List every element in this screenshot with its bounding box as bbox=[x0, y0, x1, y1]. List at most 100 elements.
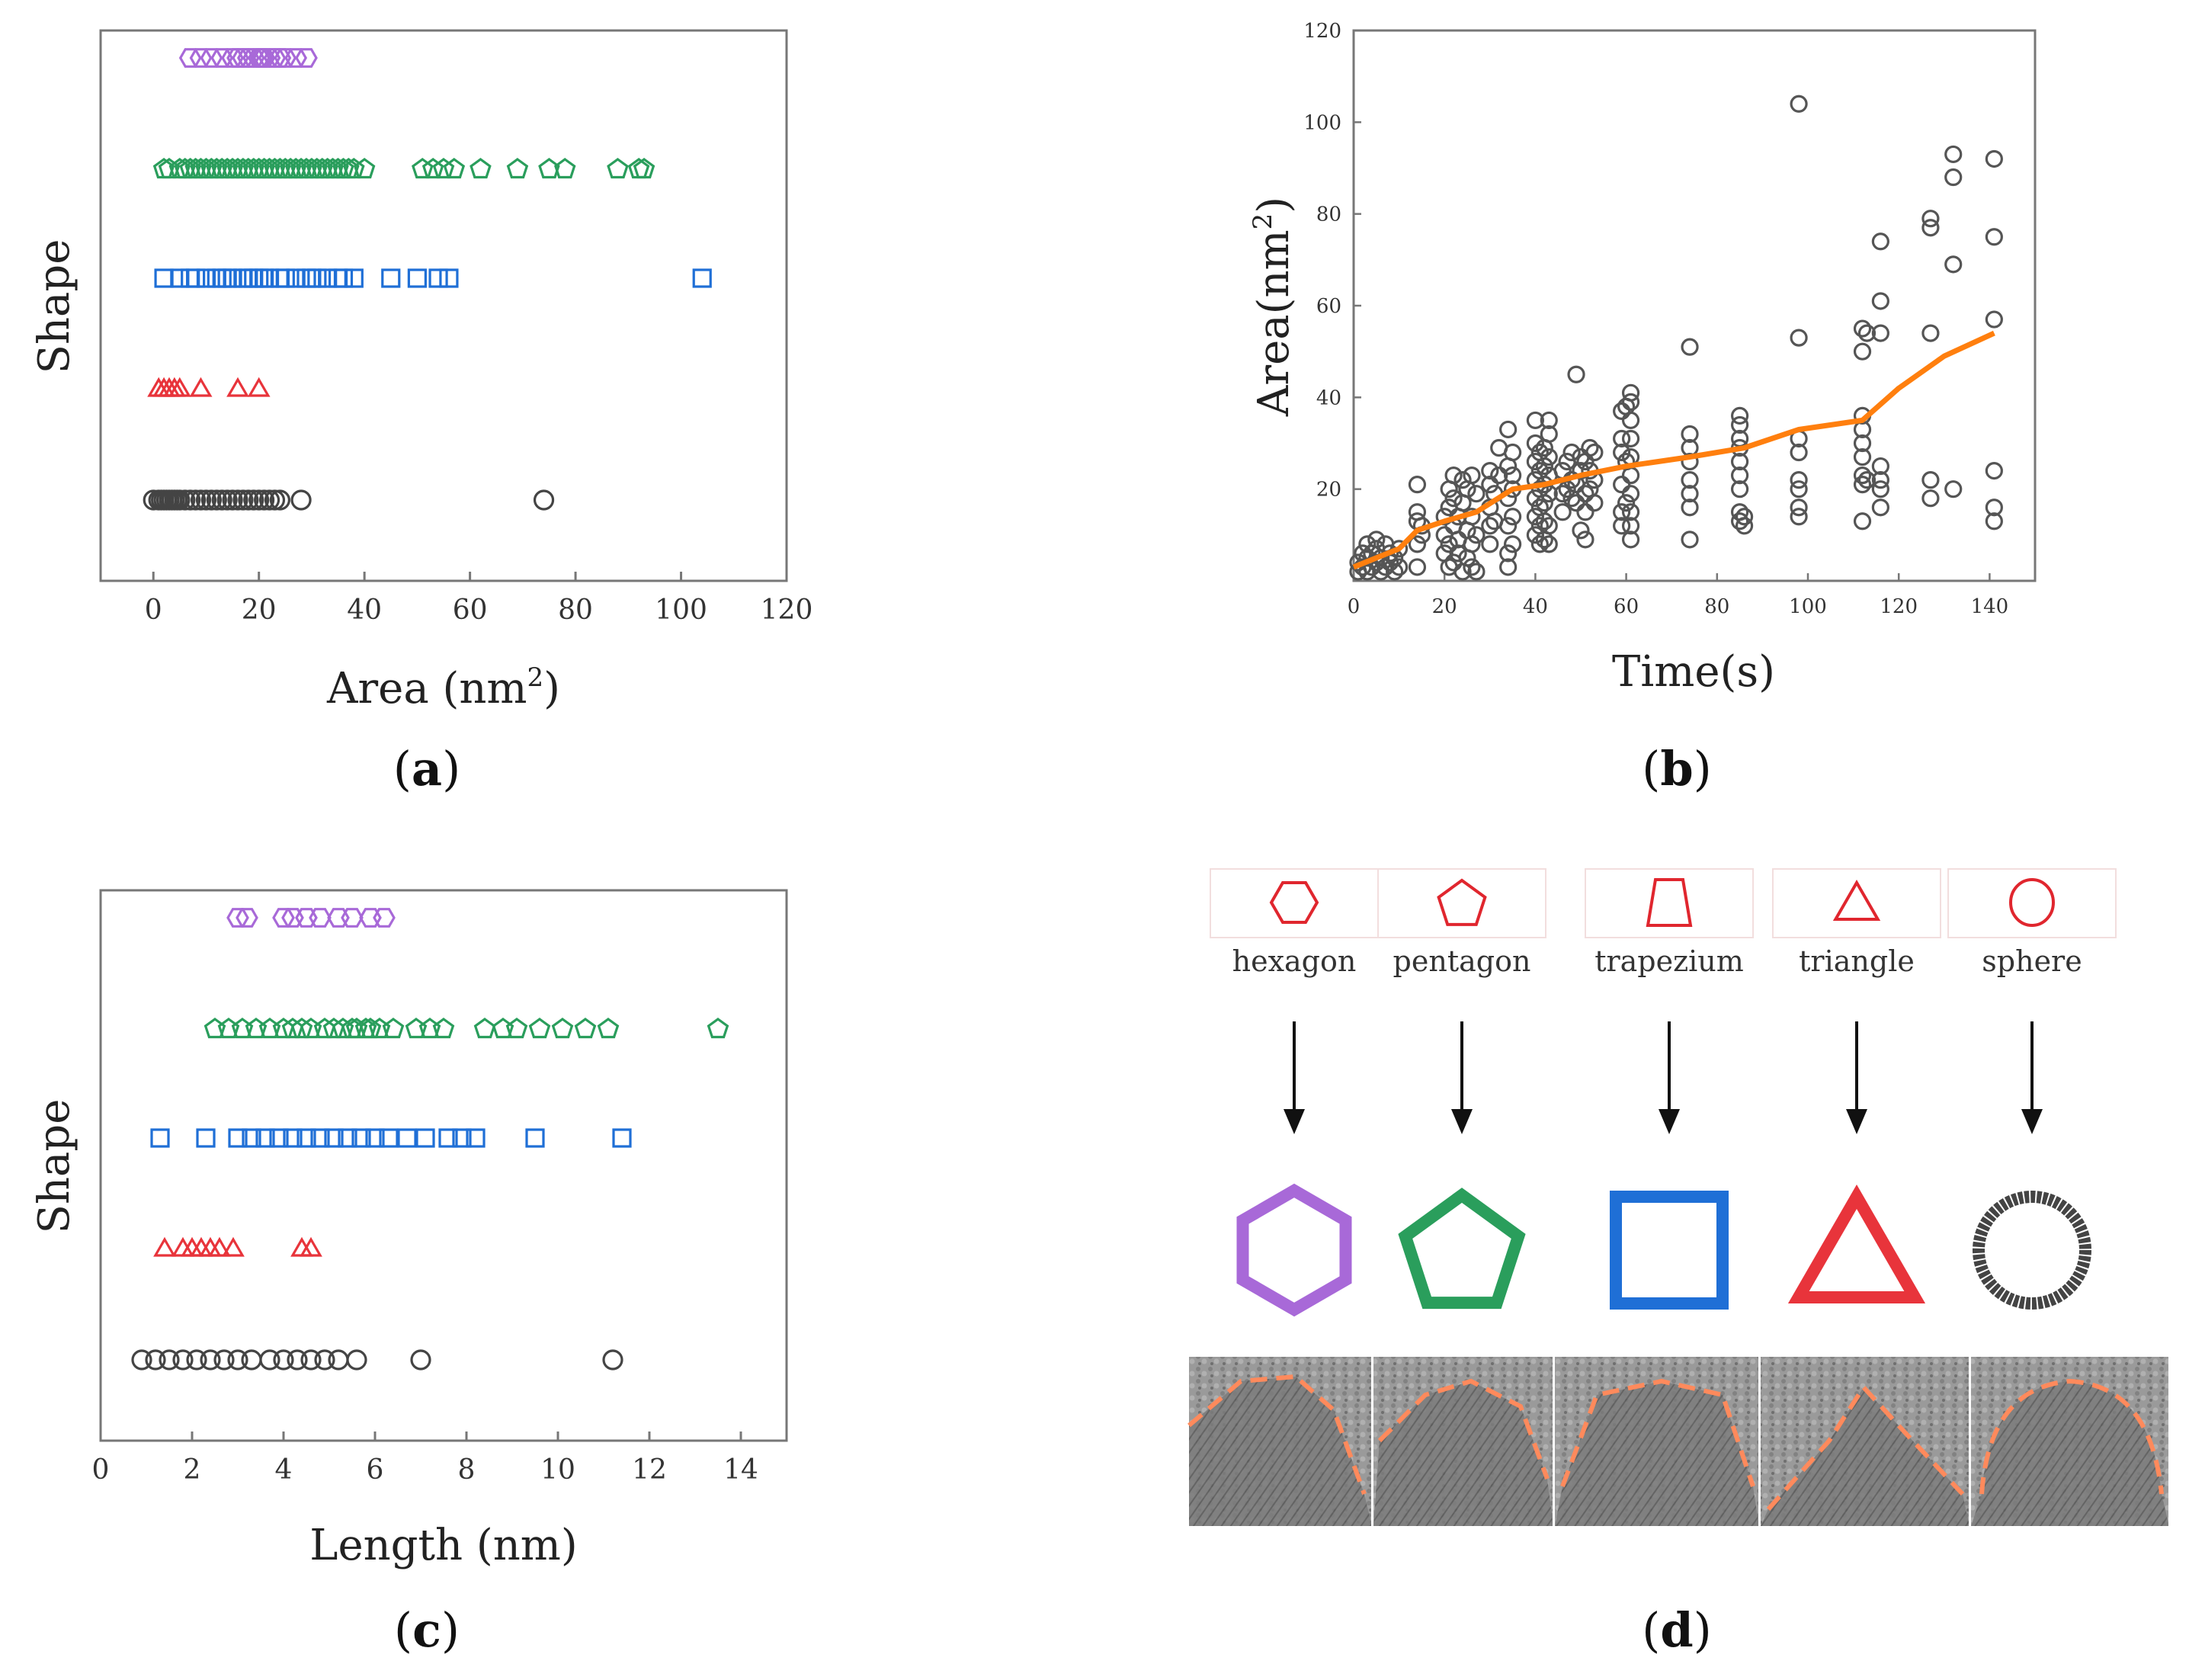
panel-b-data-point bbox=[1540, 447, 1558, 466]
panel-c-triangle-point bbox=[222, 1236, 245, 1257]
panel-b-data-point bbox=[1613, 503, 1631, 521]
panel-b-data-point bbox=[1921, 471, 1940, 489]
panel-c-sphere-point bbox=[273, 1349, 294, 1371]
panel-b-data-point bbox=[1731, 466, 1749, 485]
panel-c-square-point bbox=[150, 1128, 170, 1148]
panel-c-chart: 0 2 4 6 8 10 12 14 Shape Length (nm) (c) bbox=[30, 889, 788, 1658]
panel-c-series-triangle bbox=[153, 1236, 322, 1257]
panel-b-data-point bbox=[1540, 517, 1558, 535]
panel-b-y-axis-title: Area(nm2) bbox=[1248, 197, 1299, 417]
panel-b-data-point bbox=[1576, 485, 1594, 503]
panel-c-pentagon-point bbox=[528, 1018, 551, 1039]
panel-b-data-point bbox=[1389, 540, 1409, 558]
panel-c-hexagon-point bbox=[373, 908, 396, 928]
panel-b-data-point bbox=[1481, 517, 1499, 535]
panel-a-hexagon-point bbox=[295, 48, 318, 68]
panel-a-pentagon-point bbox=[421, 158, 444, 179]
panel-b-data-point bbox=[1985, 512, 2003, 531]
panel-b-data-point bbox=[1857, 324, 1877, 342]
panel-b-data-point bbox=[1567, 365, 1585, 383]
tem-crystal-region bbox=[1761, 1387, 1969, 1526]
diagram-sphere-label: sphere bbox=[1982, 944, 2082, 978]
panel-b-data-point bbox=[1790, 471, 1808, 489]
panel-c-pentagon-point bbox=[432, 1018, 455, 1039]
panel-c-square-point bbox=[324, 1128, 344, 1148]
panel-b-data-point bbox=[1790, 443, 1808, 462]
panel-b-data-point bbox=[1985, 461, 2003, 480]
panel-d-caption-letter: d bbox=[1660, 1602, 1693, 1658]
panel-a-square-point bbox=[439, 268, 459, 288]
panel-b-data-point bbox=[1621, 466, 1640, 485]
panel-b-data-point bbox=[1481, 461, 1499, 480]
panel-b-data-point bbox=[1871, 324, 1889, 342]
panel-b-data-point bbox=[1585, 494, 1604, 512]
panel-b-data-point bbox=[1944, 145, 1963, 164]
tem-crystal-region bbox=[1373, 1381, 1553, 1526]
panel-b-y-label-sup: 2 bbox=[1248, 213, 1278, 230]
panel-c-pentagon-point bbox=[281, 1018, 304, 1039]
panel-a-x-label-end: ) bbox=[543, 664, 560, 713]
panel-a-series-triangle bbox=[147, 377, 271, 397]
panel-c-square-point bbox=[338, 1128, 357, 1148]
panel-a-square-point bbox=[207, 268, 226, 288]
panel-c-x-tick-label: 0 bbox=[92, 1454, 110, 1486]
panel-a-square-point bbox=[307, 268, 327, 288]
panel-a-square-point bbox=[328, 268, 348, 288]
panel-c-x-tick-label: 8 bbox=[458, 1454, 476, 1486]
diagram-icon-frame bbox=[1772, 868, 1941, 938]
panel-a-sphere-point bbox=[248, 489, 270, 511]
diagram-hexagon-fitted-shape bbox=[1236, 1183, 1352, 1317]
diagram-down-arrow-icon bbox=[1451, 1109, 1473, 1134]
diagram-triangle-outline-icon bbox=[1832, 879, 1881, 921]
panel-b-data-point bbox=[1857, 471, 1877, 489]
panel-a-series-pentagon bbox=[152, 158, 655, 179]
panel-b-data-point bbox=[1921, 210, 1940, 228]
panel-b-y-tick-label: 40 bbox=[1316, 386, 1341, 409]
panel-b-data-point bbox=[1921, 324, 1940, 342]
panel-a-x-tick-label: 100 bbox=[655, 595, 707, 626]
panel-b-data-point bbox=[1503, 535, 1522, 553]
panel-b-data-point bbox=[1681, 531, 1699, 549]
panel-b-data-point bbox=[1553, 503, 1572, 521]
panel-b-data-point bbox=[1853, 476, 1872, 494]
panel-a-x-label-sup: 2 bbox=[527, 662, 544, 693]
panel-a-pentagon-point bbox=[353, 158, 376, 179]
panel-a-square-point bbox=[249, 268, 269, 288]
panel-c-pentagon-point bbox=[313, 1018, 336, 1039]
panel-b-data-point bbox=[1449, 544, 1467, 563]
panel-b-chart: 0 20 40 60 80 100 120 140 20 40 60 80 100 120 Area(nm… bbox=[1248, 20, 2037, 797]
panel-b-data-point bbox=[1985, 310, 2003, 329]
panel-b-data-point bbox=[1386, 563, 1404, 581]
panel-a-series-sphere bbox=[143, 489, 555, 511]
panel-b-caption-letter: b bbox=[1660, 741, 1693, 797]
panel-a-pentagon-point bbox=[554, 158, 576, 179]
tem-crystal-region bbox=[1971, 1381, 2169, 1526]
panel-b-data-point bbox=[1735, 508, 1754, 526]
panel-c-square-point bbox=[255, 1128, 275, 1148]
tem-micrograph-tile bbox=[1761, 1357, 1970, 1526]
diagram-trapezium-fitted-shape bbox=[1610, 1191, 1729, 1310]
panel-b-x-tick-label: 20 bbox=[1432, 595, 1457, 618]
panel-a-x-tick-label: 60 bbox=[453, 595, 488, 626]
panel-b-y-tick-label: 20 bbox=[1316, 479, 1341, 502]
diagram-icon-frame bbox=[1210, 868, 1379, 938]
panel-b-data-point bbox=[1613, 517, 1631, 535]
panel-c-square-point bbox=[466, 1128, 486, 1148]
panel-b-data-point bbox=[1613, 429, 1631, 448]
tem-crystal-region bbox=[1555, 1381, 1759, 1526]
panel-c-square-point bbox=[452, 1128, 472, 1148]
panel-a-sphere-point bbox=[533, 489, 555, 511]
panel-a-square-point bbox=[181, 268, 200, 288]
panel-b-data-point bbox=[1944, 255, 1963, 274]
diagram-hexagon-label: hexagon bbox=[1232, 944, 1357, 978]
panel-b-data-point bbox=[1621, 393, 1640, 411]
panel-c-sphere-point bbox=[602, 1349, 623, 1371]
panel-b-data-point bbox=[1681, 499, 1699, 517]
panel-a-triangle-point bbox=[226, 377, 249, 397]
panel-b-data-point bbox=[1572, 521, 1590, 540]
panel-c-x-axis-title: Length (nm) bbox=[309, 1521, 577, 1570]
panel-c-square-point bbox=[296, 1128, 316, 1148]
panel-b-data-point bbox=[1453, 471, 1472, 489]
panel-a-sphere-point bbox=[185, 489, 207, 511]
panel-b-data-point bbox=[1526, 508, 1545, 526]
